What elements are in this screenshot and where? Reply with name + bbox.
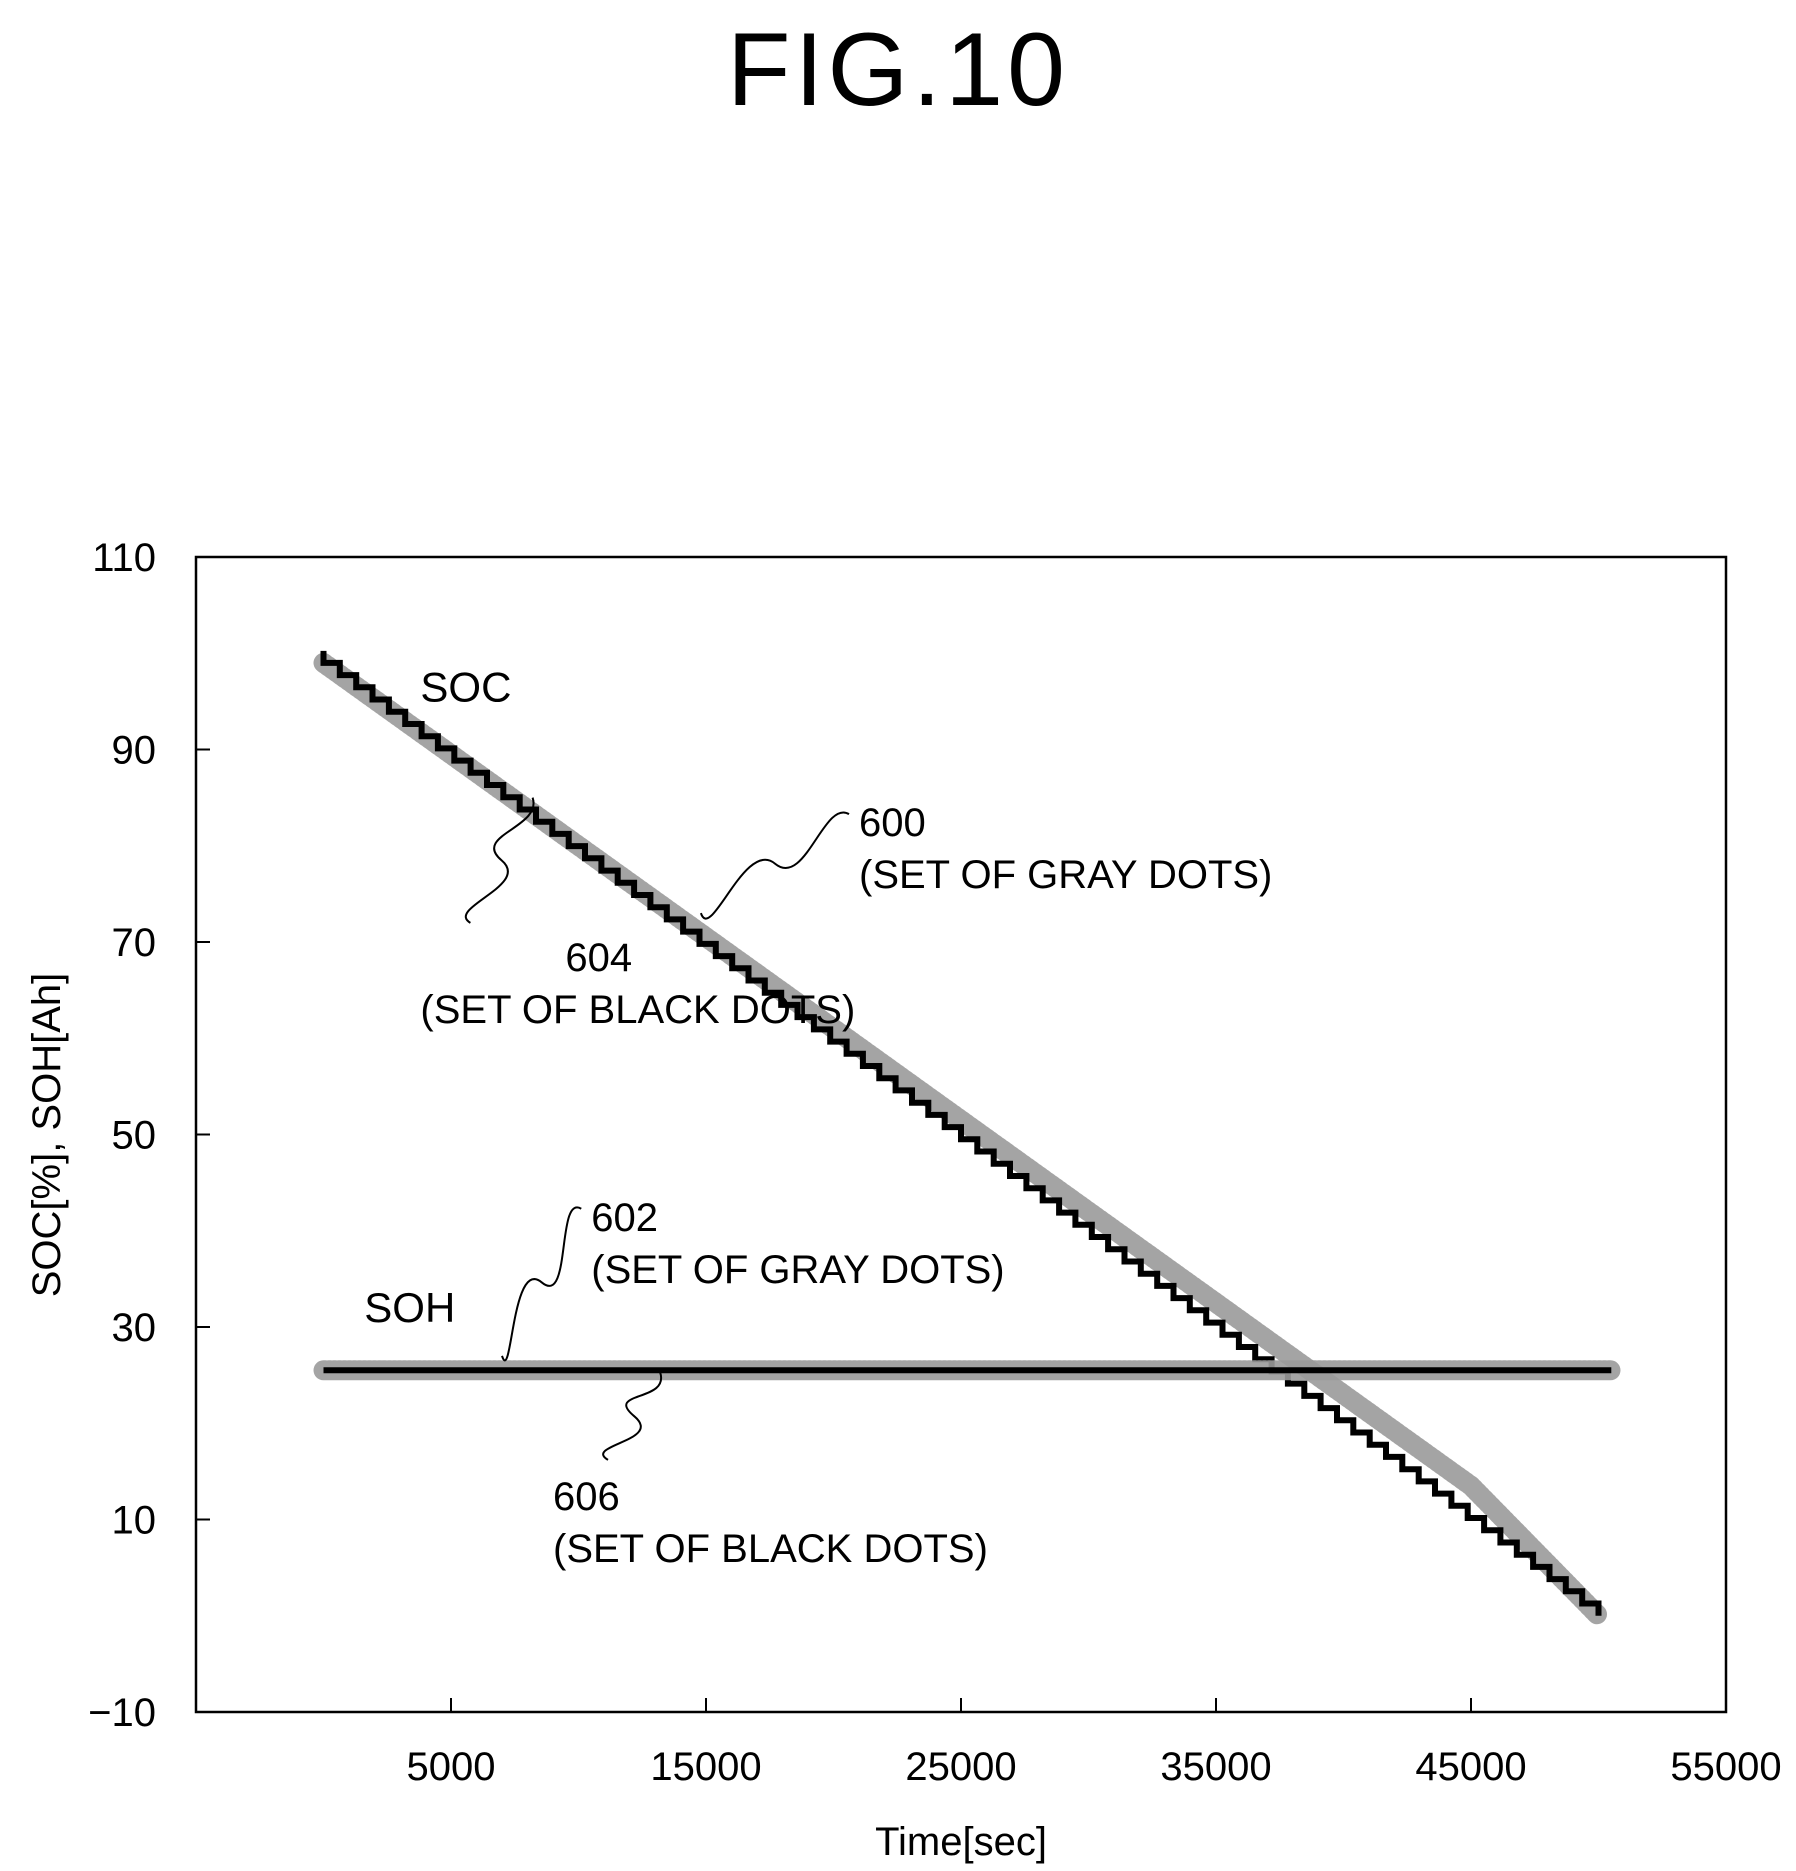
ref-desc-606: (SET OF BLACK DOTS) bbox=[553, 1527, 988, 1571]
ref-number-602: 602 bbox=[591, 1196, 658, 1240]
y-tick-label: 10 bbox=[112, 1499, 157, 1543]
y-axis-label: SOC[%], SOH[Ah] bbox=[25, 973, 69, 1298]
leader-line-604 bbox=[464, 797, 535, 924]
y-tick-label: 110 bbox=[92, 536, 156, 580]
y-tick-label: 30 bbox=[112, 1306, 157, 1350]
ref-desc-604: (SET OF BLACK DOTS) bbox=[420, 988, 855, 1032]
leader-line-600 bbox=[699, 811, 850, 920]
ref-number-604: 604 bbox=[565, 936, 632, 980]
leader-line-606 bbox=[602, 1371, 663, 1461]
soh-label: SOH bbox=[364, 1284, 455, 1331]
y-tick-label: 70 bbox=[112, 921, 157, 965]
x-tick-label: 45000 bbox=[1415, 1745, 1526, 1789]
leader-line-602 bbox=[501, 1206, 582, 1362]
x-tick-label: 5000 bbox=[407, 1745, 496, 1789]
x-tick-label: 55000 bbox=[1670, 1745, 1781, 1789]
x-tick-label: 25000 bbox=[905, 1745, 1016, 1789]
x-axis-label: Time[sec] bbox=[875, 1820, 1047, 1864]
figure-label: FIG.10 bbox=[727, 12, 1069, 128]
y-tick-label: 50 bbox=[112, 1114, 157, 1158]
ref-desc-602: (SET OF GRAY DOTS) bbox=[591, 1248, 1004, 1292]
y-tick-label: 90 bbox=[112, 729, 157, 773]
ref-number-600: 600 bbox=[859, 801, 926, 845]
ref-number-606: 606 bbox=[553, 1475, 620, 1519]
ref-desc-600: (SET OF GRAY DOTS) bbox=[859, 853, 1272, 897]
x-tick-label: 35000 bbox=[1160, 1745, 1271, 1789]
x-tick-label: 15000 bbox=[650, 1745, 761, 1789]
plot-area bbox=[313, 650, 1622, 1626]
soc-label: SOC bbox=[420, 663, 511, 710]
annotations: SOC SOH 600 (SET OF GRAY DOTS) 604 (SET OF BL… bbox=[364, 663, 1272, 1571]
y-tick-label: −10 bbox=[88, 1691, 156, 1735]
axes: 5000 15000 25000 35000 45000 55000 110 90 70 50 30… bbox=[88, 536, 1781, 1789]
series-soc-black-dots bbox=[320, 650, 1602, 1616]
